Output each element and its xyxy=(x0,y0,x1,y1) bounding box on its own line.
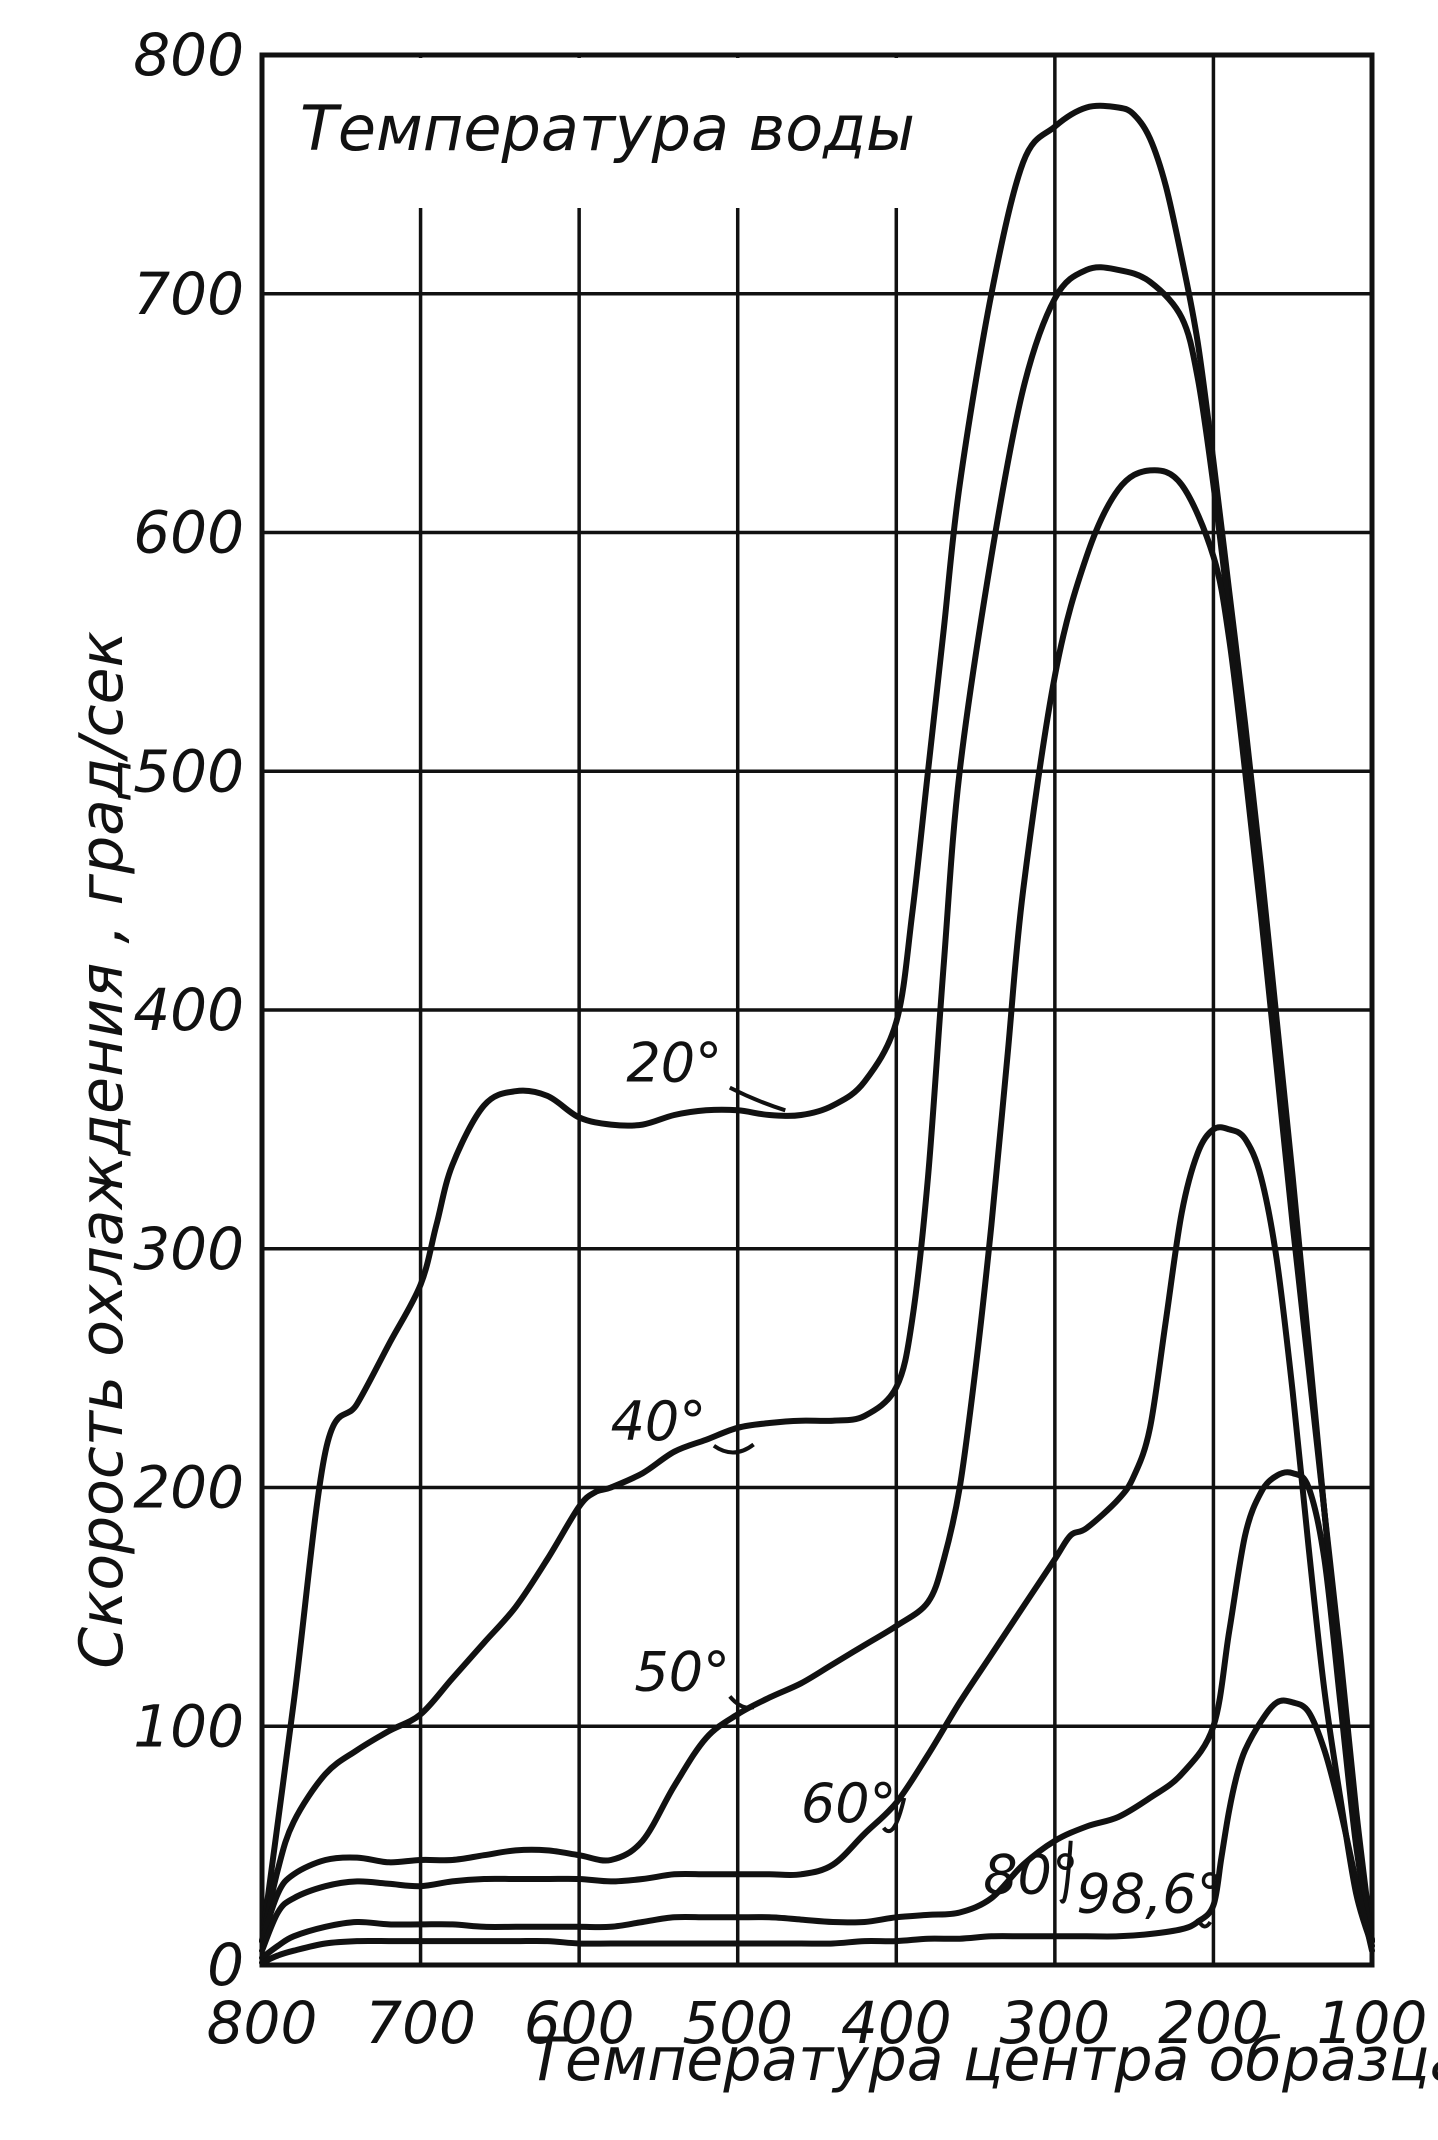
y-axis-title: Скорость охлаждения , град/сек xyxy=(67,631,137,1669)
series-line-50 xyxy=(259,467,1375,1945)
series-line-20 xyxy=(259,102,1375,1945)
x-tick-label-200: 200 xyxy=(1158,1989,1269,2057)
series-label-20: 20° xyxy=(626,1032,722,1095)
label-leader-50 xyxy=(728,1695,755,1710)
y-tick-label-0: 0 xyxy=(207,1931,244,1999)
curves xyxy=(259,102,1375,1966)
x-tick-label-700: 700 xyxy=(365,1989,476,2057)
series-line-80 xyxy=(259,1469,1375,1961)
y-tick-label-400: 400 xyxy=(133,976,244,1044)
x-axis-title: Температура центра образца, град. xyxy=(528,2025,1438,2095)
x-tick-label-800: 800 xyxy=(207,1989,318,2057)
plot-border xyxy=(259,52,1375,1968)
label-leader-20 xyxy=(728,1085,786,1113)
label-leader-60 xyxy=(881,1797,907,1834)
series-labels: 20° 40° 50° 60° 80°98,6° xyxy=(611,1032,1224,1926)
x-tick-label-300: 300 xyxy=(999,1989,1110,2057)
x-tick-label-100: 100 xyxy=(1317,1989,1428,2057)
label-callouts xyxy=(712,1085,1213,1929)
series-line-98-6 xyxy=(259,1697,1375,1966)
label-leader-40 xyxy=(712,1442,755,1455)
series-line-40 xyxy=(259,264,1375,1945)
series-label-98-6: 98,6° xyxy=(1076,1862,1223,1925)
chart-title: Температура воды xyxy=(300,92,915,165)
series-label-50: 50° xyxy=(634,1640,730,1703)
x-tick-label-400: 400 xyxy=(841,1989,952,2057)
y-tick-label-300: 300 xyxy=(133,1215,244,1283)
x-tick-label-500: 500 xyxy=(682,1989,793,2057)
label-leader-80 xyxy=(1059,1840,1073,1904)
series-label-60: 60° xyxy=(801,1772,897,1835)
y-tick-label-100: 100 xyxy=(133,1692,244,1760)
x-tick-label-600: 600 xyxy=(524,1989,635,2057)
y-tick-labels: 0 100 200 300 400 500 600 700 800 xyxy=(133,21,244,1999)
y-tick-label-500: 500 xyxy=(133,737,244,805)
series-label-40: 40° xyxy=(611,1390,707,1453)
series-line-60 xyxy=(259,1124,1375,1954)
y-tick-label-700: 700 xyxy=(133,260,244,328)
plot-frame xyxy=(259,52,1375,1968)
series-label-80: 80° xyxy=(983,1843,1079,1906)
x-tick-labels: 800 700 600 500 400 300 200 100 xyxy=(207,1989,1428,2057)
y-tick-label-800: 800 xyxy=(133,21,244,89)
title-backdrop xyxy=(265,58,915,208)
y-tick-label-200: 200 xyxy=(133,1454,244,1522)
grid xyxy=(260,53,1374,1967)
y-tick-label-600: 600 xyxy=(133,499,244,567)
label-leader-98-6 xyxy=(1195,1917,1213,1929)
